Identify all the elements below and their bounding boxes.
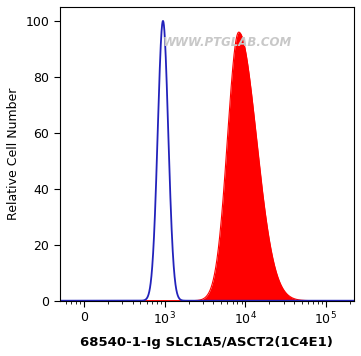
X-axis label: 68540-1-Ig SLC1A5/ASCT2(1C4E1): 68540-1-Ig SLC1A5/ASCT2(1C4E1) (81, 336, 333, 349)
Y-axis label: Relative Cell Number: Relative Cell Number (7, 88, 20, 220)
Text: WWW.PTGLAB.COM: WWW.PTGLAB.COM (163, 36, 292, 49)
